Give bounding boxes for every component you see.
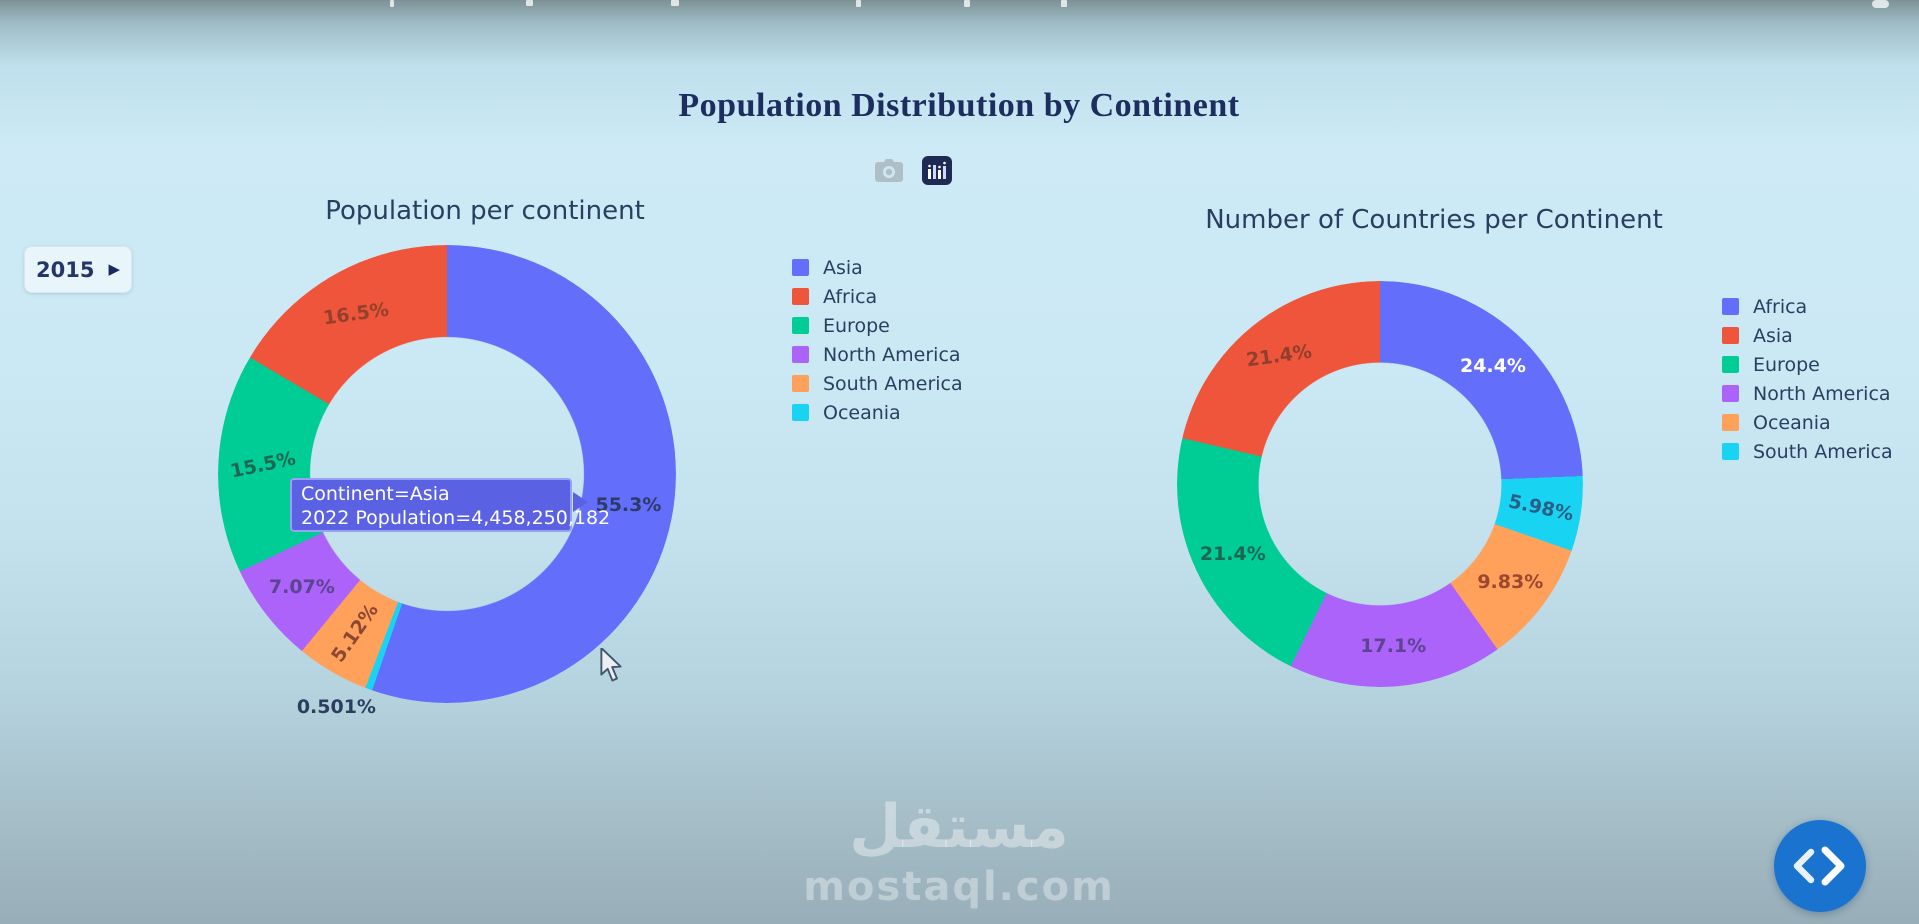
camera-icon — [875, 159, 903, 182]
legend-swatch — [1722, 414, 1739, 431]
tooltip-line-2: 2022 Population=4,458,250,182 — [301, 507, 611, 529]
year-play-button[interactable]: 2015 ▶ — [24, 246, 132, 293]
legend-swatch — [792, 346, 809, 363]
text-fragment — [1061, 0, 1067, 7]
text-fragment — [390, 0, 394, 7]
left-legend: Asia Africa Europe North America South Ameri… — [792, 253, 963, 427]
play-triangle-icon: ▶ — [108, 260, 120, 278]
legend-swatch — [1722, 385, 1739, 402]
watermark-arabic: مستقل — [849, 792, 1069, 862]
legend-item-south-america[interactable]: South America — [1722, 437, 1893, 466]
mouse-cursor — [600, 648, 622, 682]
year-label: 2015 — [36, 257, 95, 282]
legend-item-north-america[interactable]: North America — [792, 340, 963, 369]
right-chart-title: Number of Countries per Continent — [1205, 205, 1663, 235]
legend-item-africa[interactable]: Africa — [1722, 292, 1893, 321]
legend-item-oceania[interactable]: Oceania — [1722, 408, 1893, 437]
hover-tooltip: Continent=Asia 2022 Population=4,458,250… — [290, 478, 611, 532]
legend-swatch — [792, 288, 809, 305]
text-fragment — [526, 0, 533, 6]
legend-label: Asia — [823, 256, 863, 279]
legend-swatch — [1722, 356, 1739, 373]
code-toggle-button[interactable] — [1774, 820, 1866, 912]
legend-label: Oceania — [823, 401, 901, 424]
slice-percent-label: 7.07% — [268, 576, 335, 599]
legend-item-oceania[interactable]: Oceania — [792, 398, 963, 427]
legend-label: South America — [823, 372, 963, 395]
legend-label: Europe — [1753, 353, 1820, 376]
text-fragment — [964, 0, 970, 7]
camera-download-icon[interactable] — [874, 156, 904, 185]
legend-label: Oceania — [1753, 411, 1831, 434]
legend-swatch — [1722, 443, 1739, 460]
text-fragment — [1872, 0, 1889, 8]
left-chart-title: Population per continent — [325, 196, 645, 226]
text-fragment — [856, 0, 861, 7]
legend-label: North America — [1753, 382, 1891, 405]
countries-donut-chart[interactable] — [1177, 281, 1583, 687]
legend-item-europe[interactable]: Europe — [792, 311, 963, 340]
slice-percent-label: 24.4% — [1459, 355, 1526, 378]
bar-chart-icon — [928, 161, 946, 179]
legend-swatch — [792, 404, 809, 421]
code-chevrons-icon — [1793, 846, 1845, 886]
legend-swatch — [1722, 327, 1739, 344]
bar-chart-logo-button[interactable] — [922, 156, 952, 185]
legend-swatch — [792, 317, 809, 334]
slice-percent-label: 55.3% — [595, 493, 662, 516]
legend-label: Africa — [1753, 295, 1808, 318]
slice-percent-label: 21.4% — [1199, 543, 1266, 565]
modebar — [874, 156, 952, 185]
tooltip-caret — [573, 492, 588, 512]
legend-label: Europe — [823, 314, 890, 337]
legend-swatch — [1722, 298, 1739, 315]
slice-percent-label: 0.501% — [296, 696, 376, 719]
legend-item-asia[interactable]: Asia — [792, 253, 963, 282]
text-fragment — [671, 0, 679, 6]
legend-swatch — [792, 375, 809, 392]
page-title: Population Distribution by Continent — [678, 86, 1240, 124]
legend-item-south-america[interactable]: South America — [792, 369, 963, 398]
legend-label: South America — [1753, 440, 1893, 463]
legend-item-europe[interactable]: Europe — [1722, 350, 1893, 379]
legend-label: North America — [823, 343, 961, 366]
legend-item-africa[interactable]: Africa — [792, 282, 963, 311]
slice-percent-label: 17.1% — [1360, 635, 1427, 658]
legend-swatch — [792, 259, 809, 276]
slice-percent-label: 9.83% — [1477, 570, 1544, 593]
population-donut-chart[interactable] — [218, 245, 676, 703]
right-legend: Africa Asia Europe North America Oceania Sout… — [1722, 292, 1893, 466]
legend-label: Africa — [823, 285, 878, 308]
legend-item-asia[interactable]: Asia — [1722, 321, 1893, 350]
legend-label: Asia — [1753, 324, 1793, 347]
watermark-latin: mostaql.com — [803, 864, 1115, 910]
tooltip-line-1: Continent=Asia — [301, 483, 450, 505]
legend-item-north-america[interactable]: North America — [1722, 379, 1893, 408]
